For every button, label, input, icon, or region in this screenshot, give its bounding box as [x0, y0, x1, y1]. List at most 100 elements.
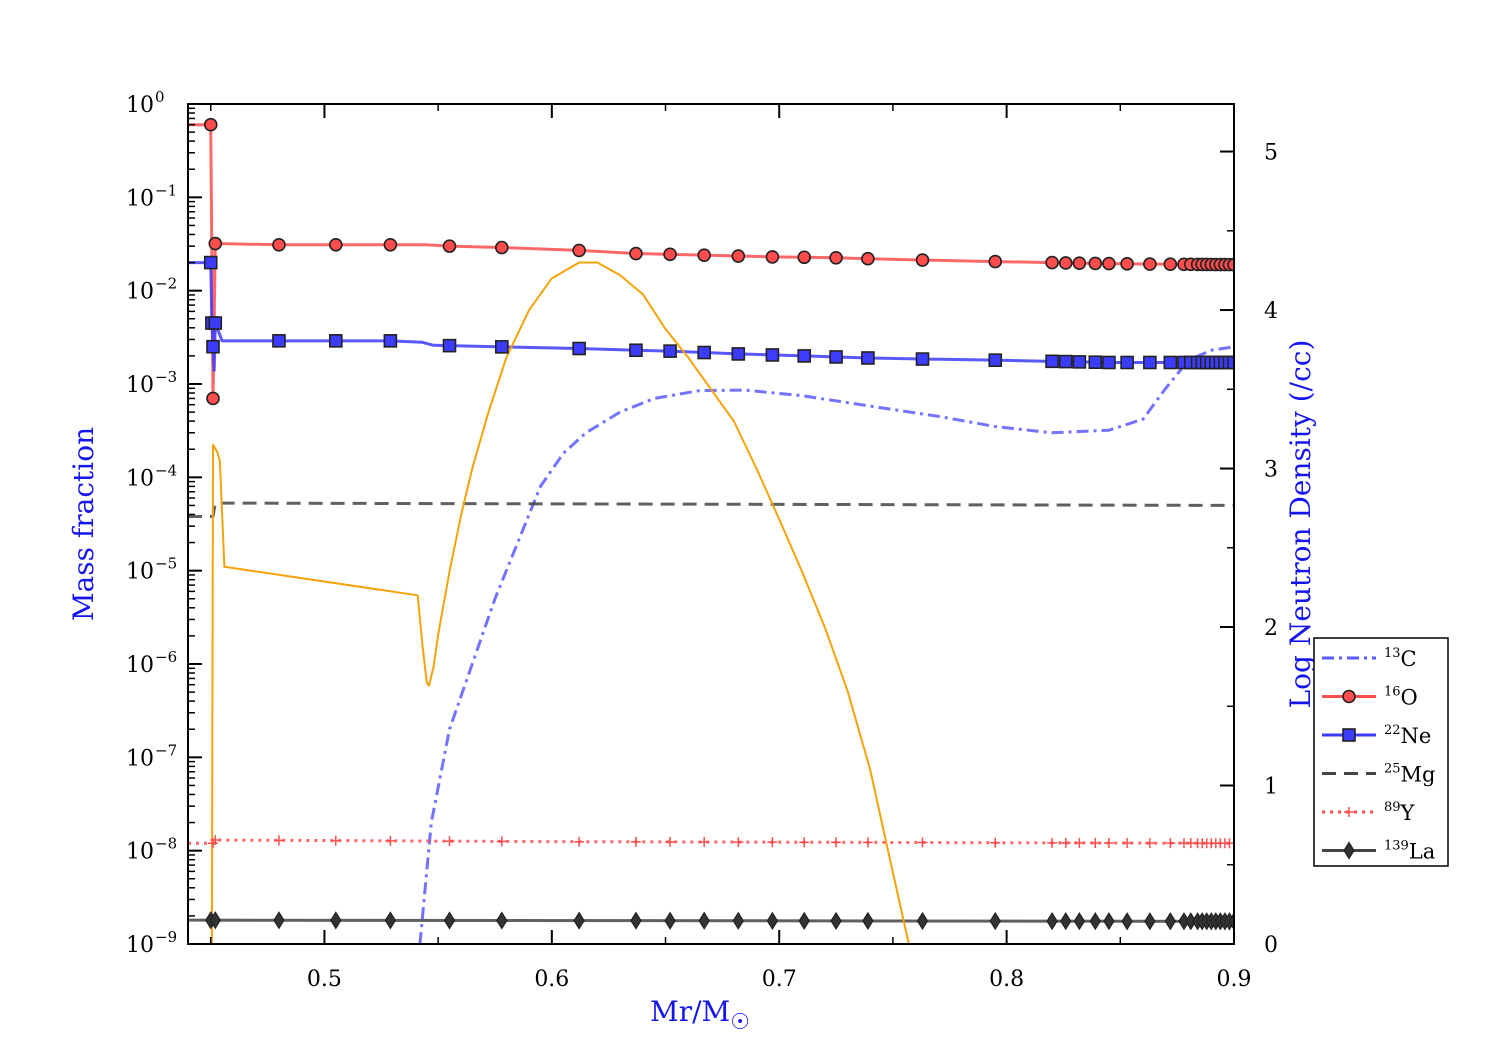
data-point-139la: [330, 911, 342, 930]
data-point-16o: [629, 246, 643, 261]
data-point-22ne: [861, 351, 875, 365]
data-point-22ne: [829, 350, 843, 364]
data-point-139la: [1103, 912, 1115, 931]
legend-marker: [1342, 728, 1356, 742]
data-point-89y: [1074, 837, 1085, 848]
data-point-16o: [1072, 256, 1087, 270]
series-line-22ne: [188, 261, 1234, 372]
data-point-89y: [1122, 838, 1133, 849]
data-point-89y: [733, 837, 744, 848]
data-point-16o: [1227, 257, 1234, 272]
data-point-16o: [663, 247, 677, 262]
data-point-22ne: [663, 344, 677, 358]
y-right-tick-label: 5: [1264, 141, 1278, 166]
data-point-89y: [1229, 838, 1234, 849]
data-point-16o: [988, 254, 1003, 269]
data-point-89y: [630, 836, 641, 847]
data-point-89y: [574, 836, 585, 847]
data-point-16o: [765, 250, 780, 264]
data-point-16o: [203, 117, 218, 132]
y-left-tick-exponent: −8: [155, 835, 177, 853]
data-point-139la: [698, 911, 710, 930]
data-point-89y: [1047, 837, 1058, 848]
data-point-89y: [1060, 837, 1071, 848]
data-point-16o: [1102, 256, 1116, 271]
data-point-139la: [732, 911, 744, 930]
data-point-16o: [797, 250, 812, 265]
data-point-139la: [1060, 912, 1072, 931]
x-tick-label: 0.5: [307, 967, 342, 992]
data-point-89y: [917, 837, 928, 848]
data-point-22ne: [1072, 355, 1087, 369]
data-point-139la: [630, 911, 642, 930]
series-line-25mg: [188, 501, 1234, 519]
data-point-139la: [1089, 912, 1101, 931]
series-line-13c: [418, 345, 1234, 944]
data-point-16o: [1163, 257, 1178, 272]
y-left-tick-exponent: −5: [155, 555, 177, 573]
data-point-139la: [1073, 912, 1086, 931]
data-point-22ne: [1102, 355, 1116, 370]
data-point-22ne: [203, 255, 218, 270]
data-point-139la: [830, 911, 842, 931]
data-point-16o: [1143, 257, 1157, 271]
legend-box: [1313, 637, 1449, 867]
data-point-16o: [915, 253, 930, 267]
y-left-tick-label: 10: [126, 840, 154, 865]
y-left-tick-label: 10: [126, 466, 154, 491]
y-left-tick-exponent: 0: [155, 88, 165, 106]
data-point-139la: [664, 911, 676, 930]
data-point-22ne: [765, 348, 780, 362]
data-point-139la: [384, 911, 397, 930]
legend: 13C 16O 22Ne 25Mg 89Y 139La: [1313, 637, 1449, 867]
data-point-22ne: [1045, 354, 1059, 369]
data-point-16o: [731, 249, 746, 263]
data-point-22ne: [1088, 355, 1103, 370]
legend-marker: [1344, 807, 1354, 817]
y-right-tick-label: 0: [1264, 933, 1278, 958]
legend-marker: [1342, 689, 1356, 704]
data-point-89y: [799, 837, 810, 848]
data-point-16o: [697, 248, 711, 262]
data-point-22ne: [1227, 355, 1234, 370]
data-point-89y: [699, 836, 710, 847]
data-point-139la: [1121, 912, 1133, 931]
data-point-89y: [862, 837, 873, 848]
data-point-22ne: [572, 341, 586, 356]
data-point-139la: [798, 911, 810, 930]
markers-layer: [203, 117, 1234, 931]
data-point-89y: [1165, 838, 1176, 849]
data-point-22ne: [206, 339, 220, 354]
data-point-89y: [273, 835, 284, 846]
y-left-tick-exponent: −9: [155, 928, 177, 946]
data-point-139la: [766, 911, 779, 930]
data-point-22ne: [1163, 355, 1178, 370]
data-point-139la: [443, 911, 456, 930]
legend-label: 13C: [1384, 646, 1417, 671]
data-point-89y: [831, 837, 842, 848]
data-point-22ne: [629, 343, 643, 358]
data-point-139la: [496, 911, 508, 930]
data-point-139la: [1144, 912, 1156, 931]
y-left-tick-exponent: −6: [155, 648, 177, 666]
data-point-89y: [767, 837, 778, 848]
x-tick-label: 0.6: [534, 967, 569, 992]
legend-label: 22Ne: [1384, 723, 1431, 748]
y-left-axis-label: Mass fraction: [67, 427, 100, 621]
data-point-22ne: [329, 334, 343, 348]
data-point-89y: [665, 836, 676, 847]
data-point-89y: [385, 835, 396, 846]
data-point-139la: [916, 911, 929, 931]
data-point-16o: [829, 250, 843, 265]
data-point-22ne: [1143, 355, 1157, 370]
y-right-axis: 0 1 2 3 4 5: [1220, 141, 1278, 958]
y-left-tick-label: 10: [126, 746, 154, 771]
data-point-16o: [1088, 256, 1103, 271]
y-left-tick-label: 10: [126, 186, 154, 211]
data-point-16o: [494, 240, 509, 255]
data-point-22ne: [442, 338, 457, 353]
series-layer: [188, 123, 1234, 944]
data-point-22ne: [697, 345, 711, 360]
plot-frame: [187, 103, 1235, 945]
